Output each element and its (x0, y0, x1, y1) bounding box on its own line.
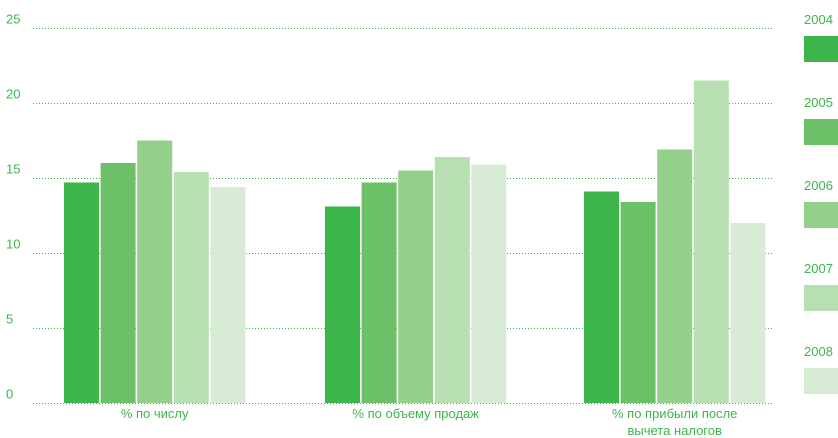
y-tick-label-5: 5 (6, 312, 13, 327)
category-label-1: % по числу (121, 406, 189, 421)
y-tick-label-0: 0 (6, 387, 13, 402)
y-tick-label-15: 15 (6, 162, 20, 177)
legend-swatch-2006 (804, 202, 838, 228)
legend-swatch-2007 (804, 285, 838, 311)
category-label-3-line2: вычета налогов (627, 423, 722, 438)
legend-label-2007: 2007 (804, 261, 833, 276)
bar-2007-cat1 (173, 172, 209, 403)
category-labels: % по числу % по объему продаж % по прибыли… (121, 406, 738, 438)
bar-2006-cat3 (657, 149, 693, 403)
legend-label-2005: 2005 (804, 95, 833, 110)
bar-2007-cat2 (434, 157, 470, 403)
bar-2007-cat3 (693, 80, 729, 403)
y-axis-ticks: 0 5 10 15 20 25 (6, 12, 20, 402)
bar-2006-cat2 (398, 170, 434, 403)
y-tick-label-10: 10 (6, 237, 20, 252)
bar-2008-cat2 (471, 164, 507, 403)
legend: 2004 2005 2006 2007 2008 (804, 12, 838, 394)
bar-2005-cat1 (100, 163, 136, 403)
bar-2004-cat3 (584, 191, 619, 403)
category-label-3-line1: % по прибыли после (612, 406, 737, 421)
legend-label-2004: 2004 (804, 12, 833, 27)
legend-label-2006: 2006 (804, 178, 833, 193)
bar-2008-cat3 (730, 223, 766, 403)
legend-swatch-2004 (804, 36, 838, 62)
y-tick-label-20: 20 (6, 87, 20, 102)
legend-label-2008: 2008 (804, 344, 833, 359)
y-tick-label-25: 25 (6, 12, 20, 27)
bars (64, 80, 766, 403)
bar-2004-cat1 (64, 182, 99, 403)
bar-2004-cat2 (325, 206, 360, 403)
legend-swatch-2008 (804, 368, 838, 394)
category-label-2: % по объему продаж (352, 406, 479, 421)
legend-swatch-2005 (804, 119, 838, 145)
bar-2008-cat1 (210, 187, 246, 403)
bar-2005-cat3 (620, 202, 656, 403)
bar-2006-cat1 (137, 140, 173, 403)
bar-2005-cat2 (361, 182, 397, 403)
